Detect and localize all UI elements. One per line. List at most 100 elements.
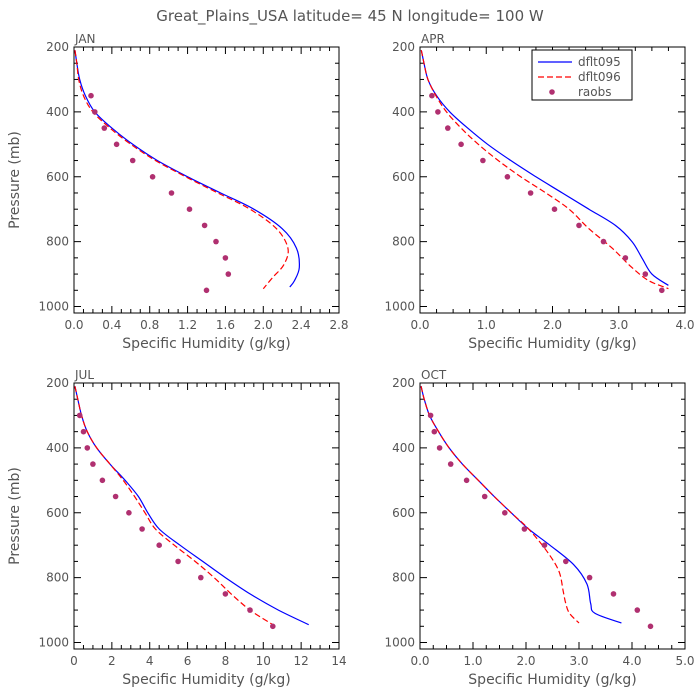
raobs-point — [427, 412, 434, 419]
raobs-point — [458, 141, 464, 148]
x-tick-label: 1.6 — [216, 318, 235, 332]
raobs-point — [247, 607, 253, 613]
raobs-point — [622, 255, 629, 261]
raobs-point — [576, 222, 582, 229]
x-tick-label: 8 — [222, 654, 230, 668]
raobs-point — [647, 623, 654, 630]
x-tick-label: 3.0 — [569, 654, 588, 668]
x-tick-label: 0.4 — [102, 318, 121, 332]
raobs-point — [551, 206, 558, 212]
raobs-point — [502, 510, 508, 516]
y-tick-label: 1000 — [384, 300, 415, 314]
y-tick-label: 600 — [392, 506, 415, 520]
x-tick-label: 4.0 — [675, 318, 694, 332]
panel-label: JAN — [74, 32, 96, 46]
raobs-point — [600, 238, 607, 245]
y-tick-label: 800 — [46, 235, 69, 249]
raobs-point — [88, 92, 94, 99]
y-tick-label: 200 — [392, 40, 415, 54]
raobs-point — [156, 542, 162, 548]
raobs-point — [126, 510, 132, 516]
x-tick-label: 14 — [331, 654, 346, 668]
y-tick-label: 200 — [46, 376, 69, 390]
y-tick-label: 400 — [46, 441, 69, 455]
x-tick-label: 2 — [108, 654, 116, 668]
raobs-point — [225, 271, 232, 277]
y-tick-label: 200 — [46, 40, 69, 54]
x-tick-label: 0 — [70, 654, 78, 668]
raobs-point — [222, 255, 229, 261]
x-tick-label: 2.0 — [516, 654, 535, 668]
x-axis-label: Specific Humidity (g/kg) — [122, 336, 290, 352]
legend-label-dflt096: dflt096 — [578, 70, 621, 84]
raobs-point — [504, 174, 511, 180]
x-axis-label: Specific Humidity (g/kg) — [122, 672, 290, 688]
y-tick-label: 600 — [46, 506, 69, 520]
x-tick-label: 0.0 — [64, 318, 83, 332]
x-tick-label: 2.4 — [292, 318, 311, 332]
x-tick-label: 6 — [184, 654, 192, 668]
legend-box — [531, 49, 633, 101]
x-axis-label: Specific Humidity (g/kg) — [468, 672, 636, 688]
raobs-point — [429, 92, 435, 99]
y-axis-label: Pressure (mb) — [7, 131, 23, 229]
panel-label: APR — [421, 32, 445, 46]
y-axis-label: Pressure (mb) — [7, 467, 23, 565]
x-tick-label: 2.8 — [329, 318, 348, 332]
raobs-point — [139, 526, 145, 532]
raobs-point — [222, 591, 229, 597]
raobs-point — [84, 445, 91, 451]
raobs-point — [101, 125, 108, 131]
x-tick-label: 4.0 — [622, 654, 641, 668]
raobs-point — [610, 591, 617, 597]
plot-frame — [419, 382, 686, 650]
series-dflt096-line — [74, 50, 289, 290]
raobs-point — [435, 109, 441, 115]
raobs-point — [586, 574, 593, 581]
panel-jan: JAN 0.0 0.4 0.8 1.2 1.6 2.0 2.4 2.8 200 400 600 800 1… — [7, 32, 349, 352]
panel-oct: OCT 0.0 1.0 2.0 3.0 4.0 5.0 200 400 600 800 1000 Spe… — [384, 368, 694, 688]
raobs-point — [90, 461, 96, 467]
raobs-point — [99, 477, 106, 484]
series-dflt095-line — [74, 50, 300, 288]
panel-label: OCT — [421, 368, 447, 382]
panel-apr: APR 0.0 1.0 2.0 3.0 4.0 200 400 600 800 1000 Specif… — [384, 32, 694, 352]
raobs-point — [436, 445, 443, 451]
x-axis-label: Specific Humidity (g/kg) — [468, 336, 636, 352]
x-tick-label: 1.0 — [477, 318, 496, 332]
legend-swatch-raobs — [549, 89, 555, 95]
series-dflt096-line — [420, 386, 580, 624]
y-tick-label: 400 — [392, 441, 415, 455]
raobs-point — [112, 493, 119, 500]
series-dflt095-line — [420, 386, 622, 624]
raobs-point — [270, 623, 276, 630]
x-tick-label: 2.0 — [254, 318, 273, 332]
y-tick-label: 1000 — [384, 636, 415, 650]
series-dflt095-line — [74, 386, 309, 626]
raobs-point — [203, 287, 210, 294]
raobs-point — [431, 428, 438, 435]
y-tick-label: 1000 — [38, 636, 69, 650]
legend-label-dflt095: dflt095 — [578, 55, 621, 69]
y-tick-label: 600 — [46, 170, 69, 184]
raobs-point — [447, 461, 454, 467]
x-tick-label: 0.8 — [140, 318, 159, 332]
raobs-point — [521, 526, 528, 532]
x-tick-label: 0.0 — [410, 654, 429, 668]
raobs-point — [642, 271, 649, 277]
raobs-point — [113, 141, 120, 148]
raobs-point — [92, 109, 98, 115]
series-raobs — [427, 412, 654, 630]
x-tick-label: 3.0 — [609, 318, 628, 332]
y-tick-label: 600 — [392, 170, 415, 184]
series-dflt096-line — [74, 386, 274, 626]
y-tick-label: 800 — [392, 571, 415, 585]
raobs-point — [481, 493, 488, 500]
raobs-point — [76, 412, 83, 419]
series-raobs — [88, 92, 232, 294]
y-tick-label: 800 — [392, 235, 415, 249]
x-tick-label: 12 — [294, 654, 309, 668]
legend-label-raobs: raobs — [578, 85, 612, 99]
